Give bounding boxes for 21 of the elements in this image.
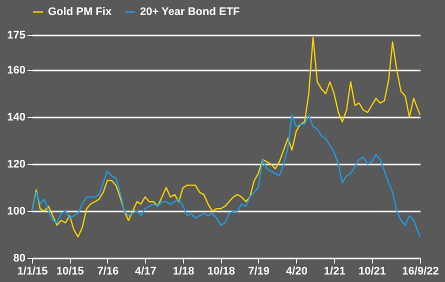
line-series [31,114,421,238]
y-tick-label: 80 [13,252,26,264]
y-tick-label: 160 [7,64,26,77]
x-tick-label: 10/15 [56,266,84,278]
x-tick-label: 7/16 [97,266,119,278]
line-series [31,36,421,238]
x-tick-label: 4/20 [286,266,308,278]
x-tick-label: 1/18 [172,266,194,278]
x-tick-label: 16/9/22 [402,266,439,278]
x-tick-label: 4/17 [134,266,156,278]
x-tick-label: 1/1/15 [17,266,48,278]
x-tick-label: 1/21 [324,266,346,278]
y-tick-label: 120 [7,158,26,171]
y-tick-label: 100 [7,206,26,218]
y-tick-label: 175 [7,30,26,42]
x-tick-label: 10/21 [358,266,386,278]
x-tick-label: 7/19 [248,266,270,278]
x-tick-label: 10/18 [207,266,235,278]
legend-label: 20+ Year Bond ETF [140,6,240,18]
y-tick-label: 140 [7,112,26,124]
legend-label: Gold PM Fix [48,6,112,18]
